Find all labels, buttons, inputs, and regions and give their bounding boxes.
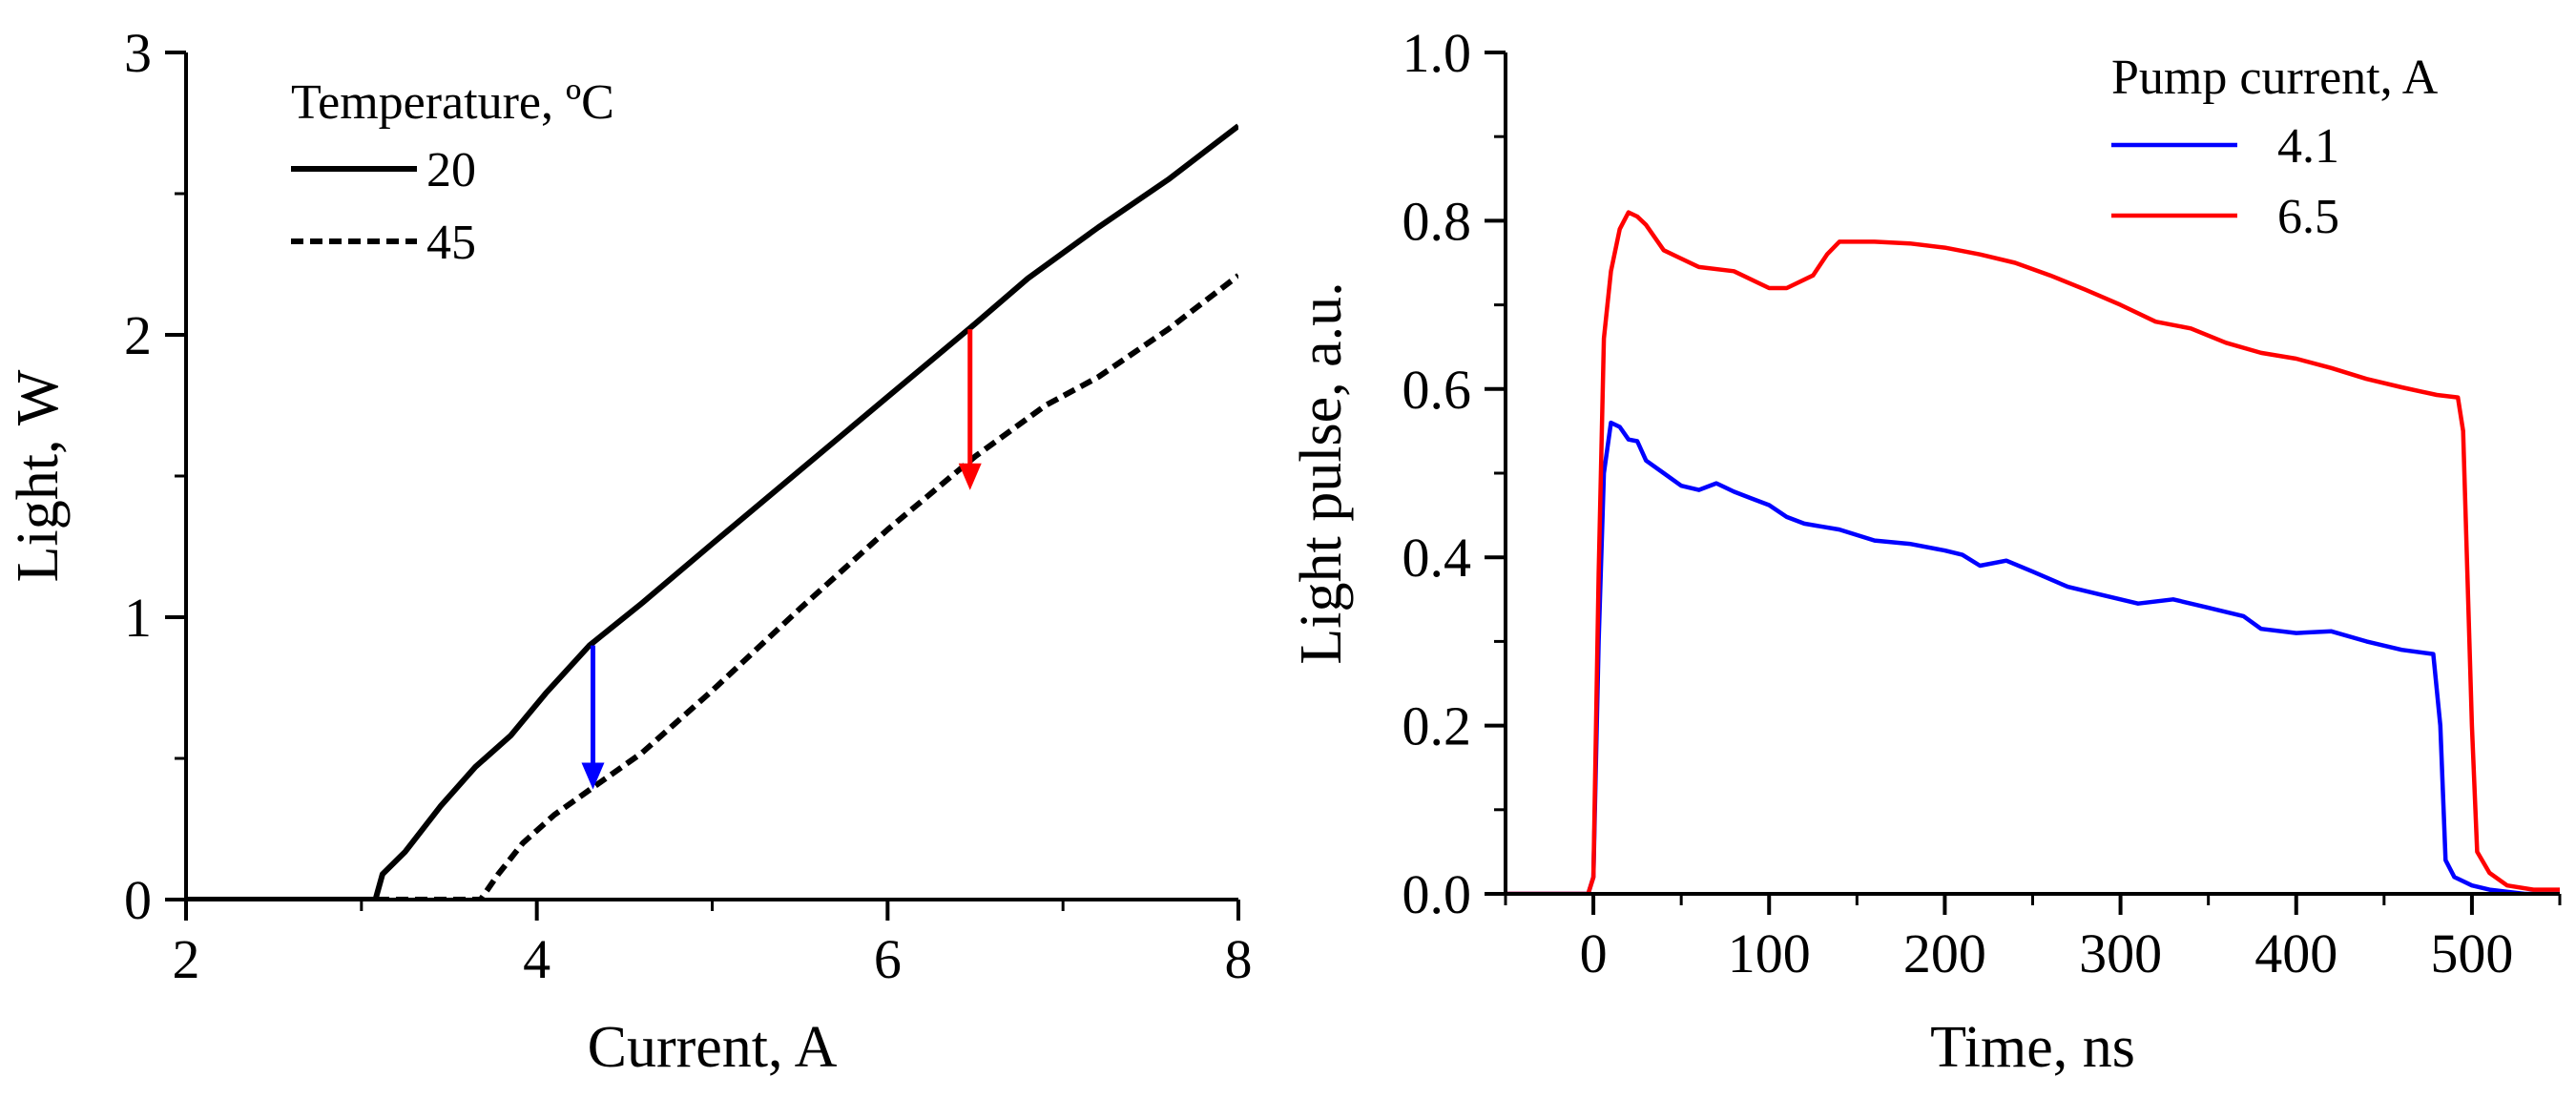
series-line-20 (186, 123, 1238, 900)
y-tick-label: 0 (124, 869, 152, 931)
x-tick-label: 300 (2079, 922, 2162, 984)
x-tick-label: 6 (874, 928, 902, 990)
y-tick-label: 2 (124, 304, 152, 366)
chart-light-pulse-vs-time: 0 100 200 300 400 500 0.0 0.2 0.4 0.6 0.8 1.0 Time, … (1289, 22, 2562, 1080)
chart-light-vs-current: 2 4 6 8 0 1 2 3 Current, A Light, W Temperature, º… (6, 22, 1253, 1080)
y-axis-title: Light, W (6, 369, 71, 582)
legend-label-20: 20 (426, 143, 476, 197)
legend: Pump current, A 4.1 6.5 (2111, 51, 2439, 244)
x-tick-label: 2 (173, 928, 200, 990)
legend-label-6.5: 6.5 (2277, 190, 2339, 244)
y-axis-title: Light pulse, a.u. (1289, 281, 1354, 664)
y-tick-label: 0.8 (1402, 190, 1472, 252)
y-tick-label: 0.6 (1402, 359, 1472, 421)
y-tick-label: 1.0 (1402, 22, 1472, 84)
annotation-arrow-head-0 (581, 762, 605, 790)
x-tick-label: 200 (1903, 922, 1986, 984)
y-tick-label: 3 (124, 22, 152, 84)
legend-label-4.1: 4.1 (2277, 119, 2339, 174)
annotation-arrow-head-1 (958, 463, 982, 490)
x-tick-label: 8 (1225, 928, 1253, 990)
x-tick-label: 0 (1580, 922, 1608, 984)
legend-title: Pump current, A (2111, 51, 2439, 105)
legend: Temperature, ºC 20 45 (291, 75, 614, 270)
y-tick-label: 0.0 (1402, 863, 1472, 925)
x-tick-label: 500 (2430, 922, 2513, 984)
y-tick-label: 1 (124, 587, 152, 649)
y-tick-label: 0.2 (1402, 695, 1472, 757)
x-tick-label: 100 (1728, 922, 1811, 984)
x-axis-title: Time, ns (1930, 1015, 2135, 1080)
x-tick-label: 4 (523, 928, 551, 990)
y-tick-label: 0.4 (1402, 527, 1472, 589)
series-line-45 (186, 273, 1238, 900)
series-line-6.5 (1506, 210, 2560, 894)
series-line-4.1 (1506, 420, 2560, 894)
legend-label-45: 45 (426, 216, 476, 270)
x-axis-title: Current, A (588, 1015, 838, 1080)
legend-title: Temperature, ºC (291, 75, 614, 130)
x-tick-label: 400 (2254, 922, 2337, 984)
